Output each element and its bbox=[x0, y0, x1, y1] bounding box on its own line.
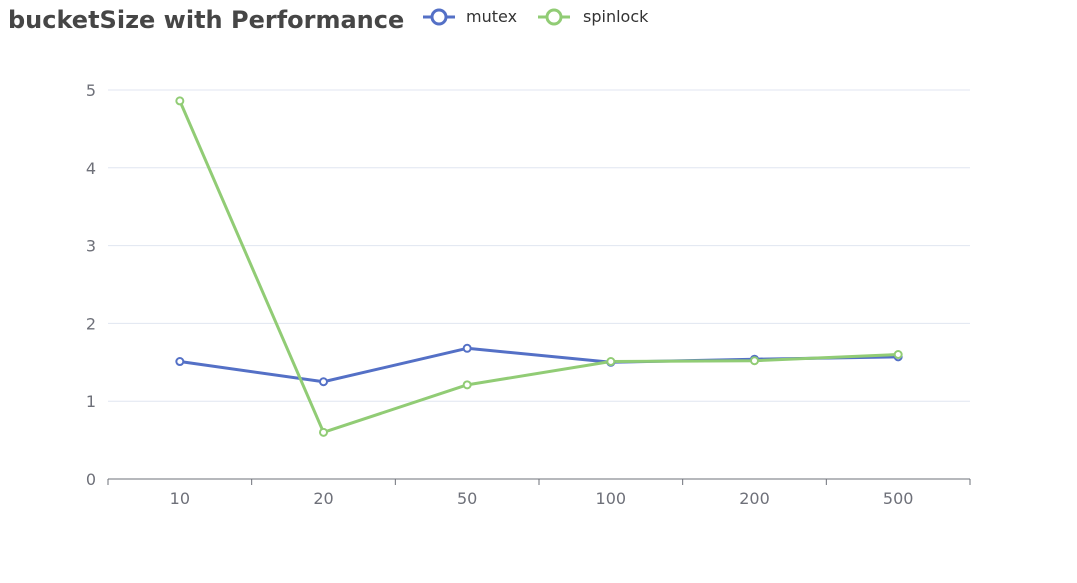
data-point-spinlock-500 bbox=[893, 350, 903, 360]
data-point-spinlock-50 bbox=[462, 380, 472, 390]
legend: mutex spinlock bbox=[423, 7, 649, 26]
x-tick-label-50: 50 bbox=[457, 489, 477, 508]
y-tick-label-5: 5 bbox=[86, 81, 96, 100]
plot-area: 0 1 2 3 4 5 10 20 50 100 200 500 bbox=[86, 81, 971, 508]
x-tick-label-200: 200 bbox=[739, 489, 770, 508]
x-tick-label-10: 10 bbox=[170, 489, 190, 508]
data-point-mutex-50 bbox=[462, 343, 472, 353]
y-tick-label-0: 0 bbox=[86, 470, 96, 489]
y-tick-label-3: 3 bbox=[86, 237, 96, 256]
data-point-mutex-10 bbox=[175, 357, 185, 367]
series-line-mutex bbox=[178, 346, 900, 384]
x-tick-label-500: 500 bbox=[883, 489, 914, 508]
legend-label-mutex: mutex bbox=[466, 7, 517, 26]
data-point-mutex-20 bbox=[319, 377, 328, 387]
series-line-spinlock bbox=[178, 99, 900, 434]
y-tick-label-1: 1 bbox=[86, 392, 96, 411]
legend-item-spinlock[interactable]: spinlock bbox=[538, 7, 649, 26]
data-point-spinlock-200 bbox=[750, 356, 759, 366]
x-tick-label-100: 100 bbox=[596, 489, 627, 508]
legend-label-spinlock: spinlock bbox=[583, 7, 649, 26]
legend-marker-spinlock bbox=[545, 8, 563, 26]
legend-item-mutex[interactable]: mutex bbox=[423, 7, 517, 26]
data-point-spinlock-100 bbox=[606, 357, 616, 367]
x-tick-label-20: 20 bbox=[313, 489, 333, 508]
y-tick-label-2: 2 bbox=[86, 314, 96, 333]
data-point-spinlock-10 bbox=[175, 96, 185, 106]
chart-title: bucketSize with Performance bbox=[8, 6, 404, 34]
legend-marker-mutex bbox=[430, 8, 448, 26]
y-tick-label-4: 4 bbox=[86, 159, 96, 178]
data-point-spinlock-20 bbox=[319, 427, 328, 437]
